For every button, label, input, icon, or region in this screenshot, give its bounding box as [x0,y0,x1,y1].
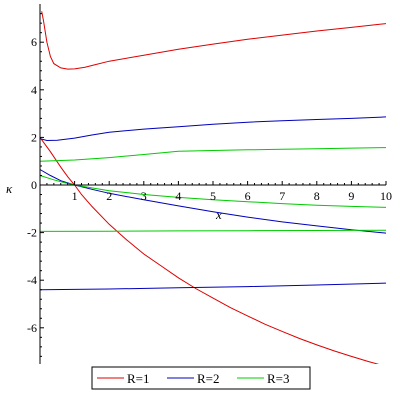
tick-labels: 1 2 3 4 5 6 7 8 9 10 -6 -4 -2 0 2 4 6 [27,35,392,335]
y-tick-label: -2 [27,226,37,240]
series-3-curve-3 [39,229,387,232]
legend-box [91,366,311,390]
series-3-curve-2 [39,175,387,208]
x-tick-label: 2 [106,189,112,203]
series-2-curve-3 [39,282,387,291]
legend-label-1: R=1 [127,371,150,386]
series-2-curve-2 [39,169,387,234]
x-tick-label: 3 [141,189,147,203]
series-1-curve-1 [41,11,387,70]
x-tick-label: 1 [72,189,78,203]
legend: R=1 R=2 R=3 [91,366,311,390]
y-tick-label: 6 [31,35,37,49]
y-tick-label: 4 [31,83,37,97]
curves [39,11,387,364]
x-tick-label: 6 [245,189,251,203]
x-tick-label: 9 [348,189,354,203]
series-3-curve-1 [39,147,387,162]
y-tick-label: -6 [27,321,37,335]
x-tick-label: 8 [314,189,320,203]
x-axis-title: x [215,207,222,222]
series-2-curve-1 [39,116,387,142]
series-1-curve-2 [39,137,380,364]
legend-label-3: R=3 [267,371,290,386]
x-tick-label: 7 [279,189,285,203]
legend-label-2: R=2 [197,371,220,386]
y-tick-label: 0 [31,178,37,192]
x-tick-label: 4 [175,189,181,203]
y-tick-label: -4 [27,273,37,287]
x-tick-label: 5 [210,189,216,203]
x-tick-label: 10 [380,189,392,203]
y-tick-label: 2 [31,130,37,144]
y-axis-title: κ [6,181,13,196]
axes [39,4,387,364]
